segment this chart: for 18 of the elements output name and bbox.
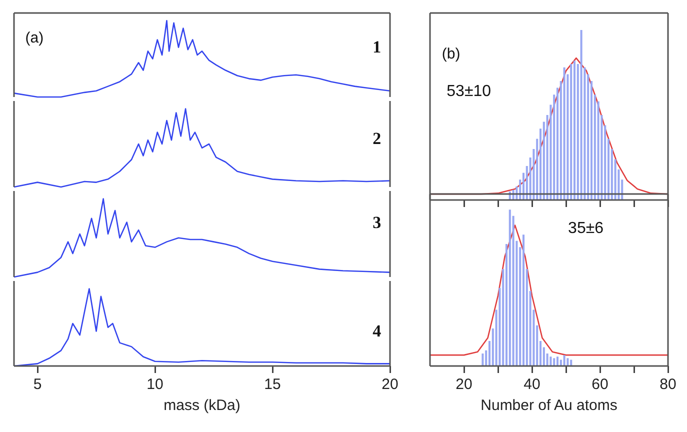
x-tick-label: 20 — [382, 376, 398, 394]
annotation: (a) — [25, 29, 44, 46]
x-tick-label: 80 — [660, 376, 676, 394]
x-tick-label: 40 — [524, 376, 540, 394]
annotation: 53±10 — [446, 82, 492, 100]
annotation: 35±6 — [568, 220, 604, 237]
x-tick-label: 20 — [456, 376, 472, 394]
x-tick-label: 10 — [146, 376, 164, 394]
annotation: 2 — [372, 129, 382, 148]
x-tick-label: 5 — [33, 376, 42, 394]
x-axis-title: mass (kDa) — [164, 397, 240, 414]
x-tick-label: 15 — [264, 376, 281, 394]
x-tick-label: 60 — [592, 376, 608, 394]
annotation: (b) — [442, 45, 460, 62]
annotation: 3 — [372, 213, 382, 232]
annotation: 1 — [372, 38, 382, 57]
x-axis-title: Number of Au atoms — [480, 397, 618, 414]
annotation: 4 — [372, 321, 382, 340]
